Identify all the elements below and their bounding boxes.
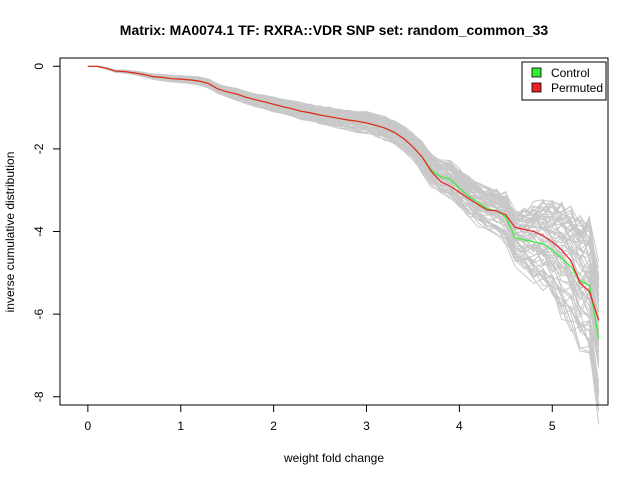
permutation-run-line [87, 65, 600, 328]
legend: Control Permuted [521, 61, 607, 101]
permutation-run-line [87, 65, 600, 312]
legend-label-control: Control [551, 66, 590, 80]
permutation-run-line [87, 65, 600, 331]
permutation-run-line [87, 65, 600, 361]
main-series-lines [87, 65, 600, 340]
permutation-run-line [87, 65, 600, 343]
x-tick-label: 3 [363, 419, 370, 433]
permutation-run-line [87, 65, 600, 343]
permutation-run-line [87, 65, 600, 341]
permutation-run-line [87, 65, 600, 319]
permutation-run-line [87, 65, 600, 342]
permutation-run-line [87, 65, 600, 321]
permutation-run-line [87, 65, 600, 302]
x-tick-label: 5 [549, 419, 556, 433]
series-line-permuted [87, 65, 600, 321]
x-tick-label: 4 [456, 419, 463, 433]
x-tick-label: 0 [85, 419, 92, 433]
y-tick-label: 0 [32, 63, 46, 70]
y-axis: 0 -2 -4 -6 -8 [32, 63, 61, 402]
y-axis-label: inverse cumulative distribution [3, 152, 17, 313]
permutation-run-line [87, 65, 600, 308]
x-axis-label: weight fold change [283, 451, 384, 465]
y-tick-label: -6 [32, 308, 46, 319]
chart-title: Matrix: MA0074.1 TF: RXRA::VDR SNP set: … [120, 22, 549, 38]
permutation-run-line [87, 65, 600, 333]
permutation-runs [87, 65, 600, 425]
permutation-run-line [87, 65, 600, 320]
legend-swatch-control [531, 67, 542, 78]
y-tick-label: -8 [32, 391, 46, 402]
permutation-run-line [87, 65, 600, 333]
y-tick-label: -4 [32, 226, 46, 237]
permutation-run-line [87, 65, 600, 342]
x-tick-label: 1 [177, 419, 184, 433]
permutation-run-line [87, 65, 600, 335]
x-tick-label: 2 [270, 419, 277, 433]
permutation-run-line [87, 65, 600, 307]
permutation-run-line [87, 65, 600, 323]
permutation-run-line [87, 65, 600, 296]
permutation-run-line [87, 65, 600, 330]
permutation-run-line [87, 65, 600, 275]
legend-swatch-permuted [531, 82, 542, 93]
permutation-run-line [87, 65, 600, 353]
legend-label-permuted: Permuted [551, 81, 603, 95]
x-axis: 0 1 2 3 4 5 [85, 404, 556, 433]
y-tick-label: -2 [32, 143, 46, 154]
series-line-control [87, 65, 600, 340]
permutation-run-line [87, 65, 600, 323]
permutation-run-line [87, 65, 600, 321]
permutation-run-line [87, 65, 600, 346]
permutation-run-line [87, 65, 600, 320]
